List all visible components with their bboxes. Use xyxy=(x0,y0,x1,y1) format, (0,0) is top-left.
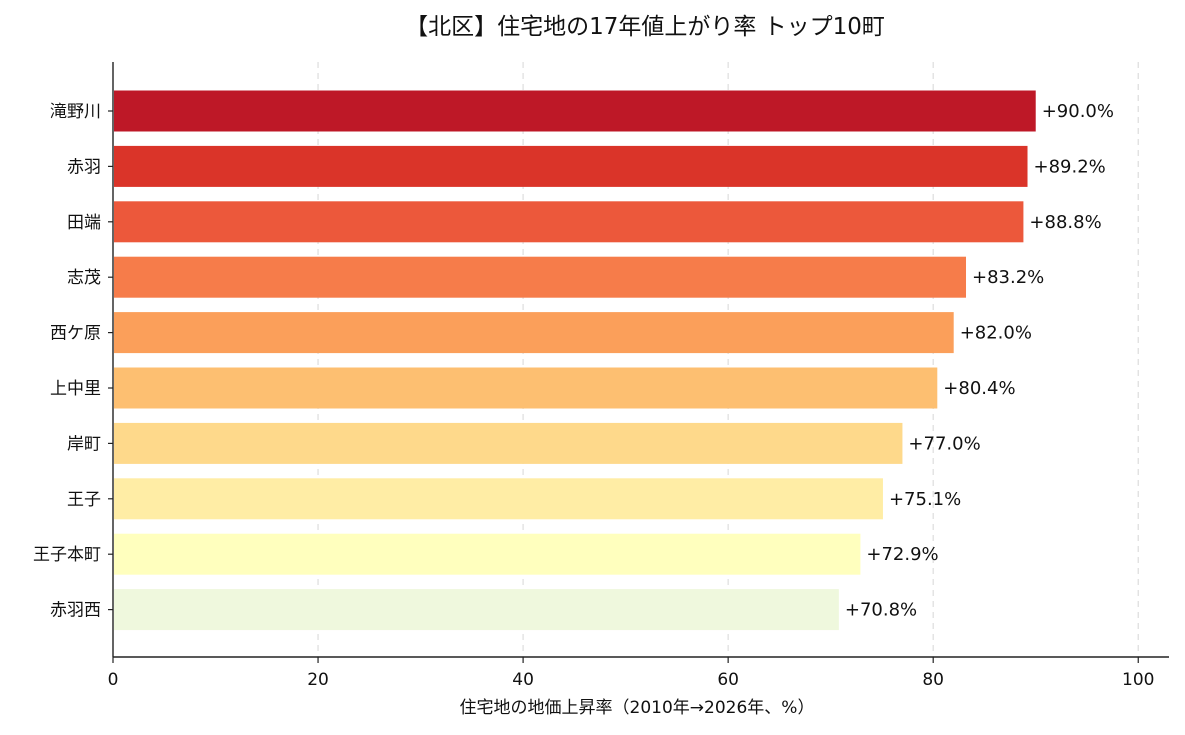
bar-7 xyxy=(114,422,903,464)
bar-6 xyxy=(114,367,938,409)
category-label-2: 赤羽 xyxy=(67,157,101,177)
value-label-9: +72.9% xyxy=(866,544,938,565)
value-label-8: +75.1% xyxy=(889,489,961,510)
bar-8 xyxy=(114,478,883,520)
category-label-8: 王子 xyxy=(67,490,101,510)
value-label-5: +82.0% xyxy=(960,323,1032,344)
value-label-7: +77.0% xyxy=(908,433,980,454)
bar-1 xyxy=(114,90,1036,132)
x-tick-label-5: 100 xyxy=(1122,670,1154,690)
category-label-6: 上中里 xyxy=(50,379,101,399)
x-tick-label-1: 20 xyxy=(307,670,329,690)
bar-4 xyxy=(114,256,967,298)
bars xyxy=(114,90,1036,631)
chart-title: 【北区】住宅地の17年値上がり率 トップ10町 xyxy=(405,14,885,40)
category-label-9: 王子本町 xyxy=(33,545,101,565)
axes xyxy=(112,62,1169,658)
value-label-2: +89.2% xyxy=(1034,156,1106,177)
x-tick-label-2: 40 xyxy=(512,670,534,690)
value-label-10: +70.8% xyxy=(845,600,917,621)
category-label-7: 岸町 xyxy=(67,434,101,454)
value-labels: +90.0% +89.2% +88.8% +83.2% +82.0% +80.4% +77.… xyxy=(845,101,1114,621)
bar-10 xyxy=(114,589,839,631)
bar-5 xyxy=(114,312,954,354)
category-label-1: 滝野川 xyxy=(50,102,101,122)
category-label-4: 志茂 xyxy=(67,268,101,288)
x-tick-label-3: 60 xyxy=(717,670,739,690)
bar-9 xyxy=(114,533,861,575)
x-axis-label: 住宅地の地価上昇率（2010年→2026年、%） xyxy=(460,698,815,718)
value-label-1: +90.0% xyxy=(1042,101,1114,122)
category-label-3: 田端 xyxy=(67,213,101,233)
x-tick-labels: 0 20 40 60 80 100 xyxy=(108,657,1154,690)
category-label-10: 赤羽西 xyxy=(50,601,101,621)
bar-3 xyxy=(114,201,1024,243)
value-label-4: +83.2% xyxy=(972,267,1044,288)
value-label-6: +80.4% xyxy=(943,378,1015,399)
category-label-5: 西ケ原 xyxy=(50,324,101,344)
x-tick-label-4: 80 xyxy=(922,670,944,690)
value-label-3: +88.8% xyxy=(1029,212,1101,233)
x-tick-label-0: 0 xyxy=(108,670,119,690)
bar-2 xyxy=(114,145,1028,187)
